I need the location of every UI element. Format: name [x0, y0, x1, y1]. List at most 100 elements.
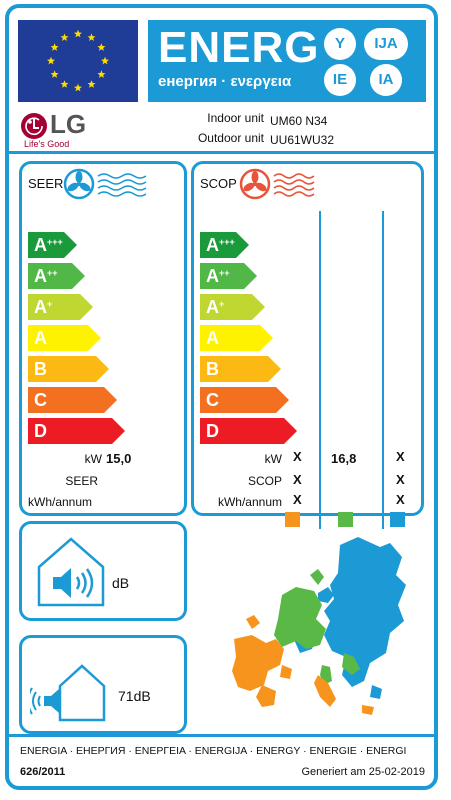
indoor-noise-value: dB — [112, 575, 130, 591]
footer-energy-languages: ENERGIA · ЕНЕРГИЯ · ΕΝΕΡΓΕΙΑ · ENERGIJA … — [20, 745, 407, 757]
scop-class-arrow: A+ — [200, 294, 265, 320]
seer-title: SEER — [28, 176, 64, 191]
label-frame — [5, 4, 438, 790]
heating-panel: SCOP A+++ A++ A+ A B C D kW SCOP kWh/annum X X… — [191, 161, 424, 529]
heating-kwh-label: kWh/annum — [217, 495, 282, 509]
generated-date: Generiert am 25-02-2019 — [301, 766, 425, 778]
indoor-unit-model: UM60 N34 — [270, 114, 328, 128]
energy-word: ENERG — [158, 23, 320, 72]
seer-class-label: C — [34, 390, 47, 410]
zone1-kwh-value: X — [293, 492, 302, 507]
scop-class-arrow: A+++ — [200, 232, 249, 258]
eu-star-icon — [87, 33, 96, 41]
heating-fan-icon — [239, 168, 315, 200]
scop-class-label: A+++ — [206, 235, 235, 255]
scop-label: SCOP — [247, 474, 282, 488]
zone1-kw-value: X — [293, 449, 302, 464]
brand-tagline: Life's Good — [24, 139, 70, 149]
cooling-kw-label: kW — [84, 452, 102, 466]
scop-class-label: B — [206, 359, 219, 379]
seer-class-label: A++ — [34, 266, 58, 286]
eu-star-icon — [87, 80, 96, 88]
outdoor-noise-panel: 71dB — [19, 635, 187, 734]
seer-class-label: D — [34, 421, 47, 441]
regulation-number: 626/2011 — [20, 766, 66, 778]
seer-class-arrow: D — [28, 418, 125, 444]
scop-class-arrow: D — [200, 418, 297, 444]
zone3-kwh-value: X — [396, 492, 405, 507]
seer-class-plus: +++ — [47, 237, 63, 247]
energy-subtitle: енергия · ενεργεια — [158, 73, 292, 90]
cooling-fan-icon — [63, 168, 147, 200]
eu-flag — [18, 20, 138, 102]
zone-divider-1 — [319, 211, 321, 529]
cooling-kw-value: 15,0 — [106, 451, 132, 466]
cooling-panel: SEER A+++ A++ A+ A B C D kW 15,0 SEER kWh/annu… — [19, 161, 187, 516]
zone-divider-2 — [382, 211, 384, 529]
outdoor-noise-value: 71dB — [118, 688, 151, 704]
heating-kw-label: kW — [264, 452, 282, 466]
outdoor-speaker-house-icon — [30, 664, 106, 722]
lang-code-ia: IA — [370, 64, 402, 96]
seer-class-label: A — [34, 328, 47, 348]
eu-star-icon — [50, 70, 59, 78]
seer-class-arrow: C — [28, 387, 117, 413]
scop-class-plus: + — [219, 299, 225, 309]
lang-code-ija: IJA — [364, 28, 408, 60]
cold-zone-swatch — [390, 512, 405, 527]
average-zone-swatch — [338, 512, 353, 527]
scop-class-plus: +++ — [219, 237, 235, 247]
header-divider — [9, 151, 434, 154]
seer-class-plus: ++ — [47, 268, 58, 278]
eu-star-icon — [101, 56, 109, 65]
indoor-noise-panel: dB — [19, 521, 187, 621]
indoor-unit-label: Indoor unit — [207, 111, 264, 125]
outdoor-unit-model: UU61WU32 — [270, 133, 335, 147]
energy-banner: ENERG енергия · ενεργεια Y IJA IE IA — [148, 20, 426, 102]
lg-logo-icon — [21, 113, 47, 139]
eu-star-icon — [50, 43, 59, 51]
scop-class-arrow: A — [200, 325, 273, 351]
zone1-scop-value: X — [293, 472, 302, 487]
seer-class-label: A+++ — [34, 235, 63, 255]
footer-divider — [9, 734, 434, 737]
eu-star-icon — [74, 29, 82, 38]
cooling-kwh-label: kWh/annum — [28, 495, 93, 509]
scop-class-label: C — [206, 390, 219, 410]
scop-class-label: A — [206, 328, 219, 348]
seer-class-label: A+ — [34, 297, 53, 317]
eu-star-icon — [97, 70, 106, 78]
indoor-speaker-house-icon — [37, 537, 105, 607]
zone3-scop-value: X — [396, 472, 405, 487]
seer-label: SEER — [65, 474, 98, 488]
europe-climate-zone-map — [232, 537, 406, 715]
eu-star-icon — [60, 80, 69, 88]
seer-class-label: B — [34, 359, 47, 379]
warm-zone-swatch — [285, 512, 300, 527]
seer-class-arrow: A+++ — [28, 232, 77, 258]
scop-class-arrow: A++ — [200, 263, 257, 289]
scop-class-arrow: C — [200, 387, 289, 413]
lang-code-y: Y — [324, 28, 356, 60]
brand-name: LG — [50, 109, 87, 139]
seer-class-arrow: B — [28, 356, 109, 382]
scop-class-plus: ++ — [219, 268, 230, 278]
scop-class-arrow: B — [200, 356, 281, 382]
zone2-kw-value: 16,8 — [331, 451, 357, 466]
scop-class-label: D — [206, 421, 219, 441]
eu-star-icon — [47, 56, 55, 65]
eu-star-icon — [74, 83, 82, 92]
seer-class-arrow: A — [28, 325, 101, 351]
seer-class-plus: + — [47, 299, 53, 309]
outdoor-unit-label: Outdoor unit — [197, 131, 264, 145]
eu-stars-icon — [47, 29, 109, 92]
eu-star-icon — [97, 43, 106, 51]
seer-class-arrow: A++ — [28, 263, 85, 289]
seer-class-arrow: A+ — [28, 294, 93, 320]
scop-title: SCOP — [200, 176, 237, 191]
zone3-kw-value: X — [396, 449, 405, 464]
lang-code-ie: IE — [324, 64, 356, 96]
scop-class-label: A++ — [206, 266, 230, 286]
eu-star-icon — [60, 33, 69, 41]
scop-class-label: A+ — [206, 297, 225, 317]
